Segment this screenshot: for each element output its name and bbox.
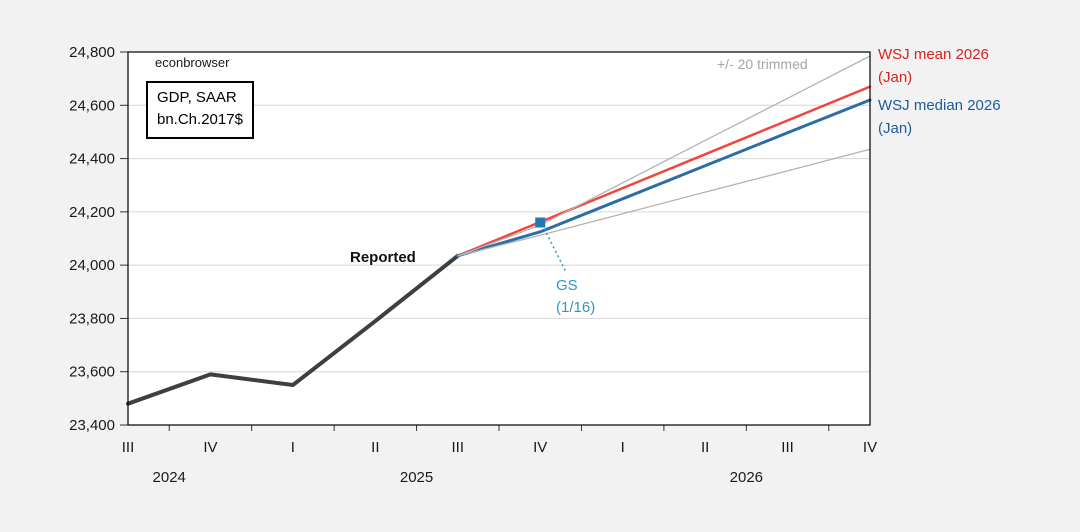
legend-wsj-mean: WSJ mean 2026 (Jan) <box>878 43 989 89</box>
x-quarter-label: III <box>452 439 465 456</box>
x-quarter-label: III <box>781 439 794 456</box>
x-quarter-label: I <box>621 439 625 456</box>
unit-box: GDP, SAAR bn.Ch.2017$ <box>146 81 254 139</box>
legend-wsj-median-line2: (Jan) <box>878 120 913 137</box>
x-quarter-label: II <box>371 439 379 456</box>
gs-annotation-line1: GS <box>556 277 578 294</box>
x-quarter-label: IV <box>203 439 217 456</box>
x-quarter-label: II <box>701 439 709 456</box>
series--20-trimmed <box>457 55 871 257</box>
x-year-label: 2024 <box>153 469 186 486</box>
gs-annotation-line2: (1/16) <box>556 299 596 316</box>
y-tick-label: 23,600 <box>69 364 115 381</box>
series-reported <box>126 253 460 406</box>
y-tick-label: 24,400 <box>69 151 115 168</box>
x-quarter-label: III <box>122 439 135 456</box>
x-quarter-label: IV <box>863 439 877 456</box>
reported-series-label: Reported <box>350 249 416 266</box>
legend-wsj-median: WSJ median 2026 (Jan) <box>878 94 1001 140</box>
x-year-label: 2025 <box>400 469 433 486</box>
y-tick-label: 23,400 <box>69 417 115 434</box>
legend-wsj-median-line1: WSJ median 2026 <box>878 97 1001 114</box>
x-quarter-label: IV <box>533 439 547 456</box>
plot-border <box>127 51 871 426</box>
trimmed-band-label: +/- 20 trimmed <box>717 56 808 72</box>
series-wsj-median-2026-jan- <box>456 98 872 258</box>
legend-wsj-mean-line1: WSJ mean 2026 <box>878 46 989 63</box>
x-quarter-label: I <box>291 439 295 456</box>
y-tick-label: 24,600 <box>69 97 115 114</box>
gs-annotation: GS (1/16) <box>556 275 595 319</box>
y-tick-label: 24,800 <box>69 44 115 61</box>
y-tick-label: 24,000 <box>69 257 115 274</box>
y-tick-label: 23,800 <box>69 310 115 327</box>
legend-wsj-mean-line2: (Jan) <box>878 69 913 86</box>
series-wsj-mean-2026-jan- <box>456 85 872 258</box>
unit-box-line2: bn.Ch.2017$ <box>157 111 243 128</box>
gs-point-marker <box>535 217 546 228</box>
series--20-trimmed <box>457 148 871 257</box>
x-year-label: 2026 <box>730 469 763 486</box>
watermark-econbrowser: econbrowser <box>155 55 230 70</box>
unit-box-line1: GDP, SAAR <box>157 89 237 106</box>
y-tick-label: 24,200 <box>69 204 115 221</box>
